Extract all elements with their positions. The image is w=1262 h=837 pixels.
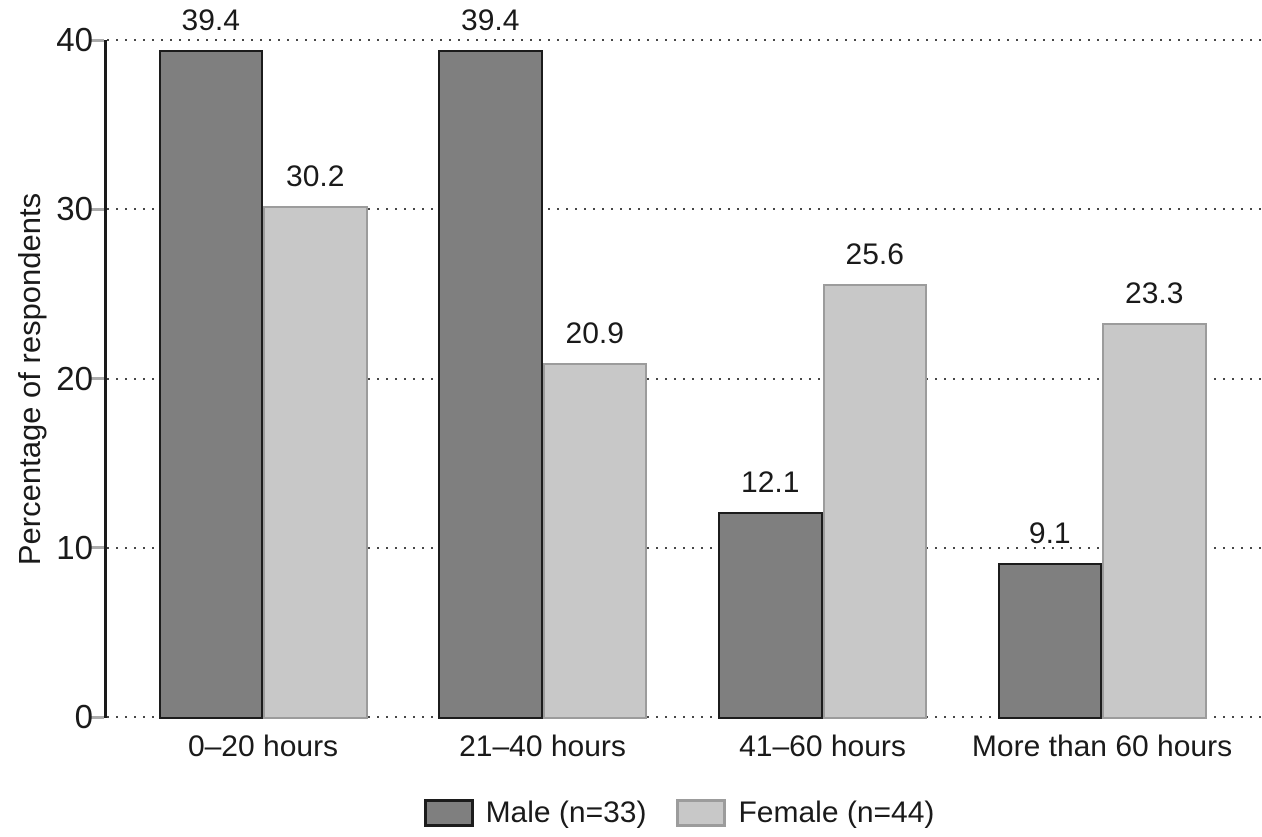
- bar-female: [1102, 322, 1207, 719]
- legend-swatch-female: [676, 799, 727, 827]
- x-category-label: 21–40 hours: [459, 730, 626, 763]
- bar-male: [438, 50, 543, 719]
- y-tick-mark: [91, 377, 104, 380]
- legend-item-male: Male (n=33): [423, 796, 647, 830]
- bar-male: [158, 50, 263, 719]
- y-axis-line: [104, 40, 107, 718]
- grid-line: [107, 716, 1262, 718]
- y-tick-label: 0: [74, 698, 93, 735]
- y-tick-label: 10: [56, 528, 93, 566]
- y-tick-label: 20: [56, 359, 93, 397]
- bar-value-label: 39.4: [461, 4, 520, 38]
- legend: Male (n=33) Female (n=44): [0, 796, 1262, 830]
- bar-value-label: 9.1: [1028, 516, 1071, 550]
- legend-label-female: Female (n=44): [738, 796, 935, 829]
- grid-line: [107, 39, 1262, 41]
- bar-male: [718, 512, 823, 719]
- y-tick-label: 40: [56, 21, 93, 58]
- grid-line: [107, 377, 1262, 380]
- legend-item-female: Female (n=44): [676, 796, 934, 830]
- y-tick-mark: [91, 38, 104, 42]
- x-category-label: More than 60 hours: [971, 730, 1233, 763]
- y-tick-mark: [91, 546, 104, 550]
- bar-value-label: 12.1: [741, 466, 800, 500]
- bar-value-label: 30.2: [286, 159, 345, 193]
- bar-female: [263, 205, 368, 719]
- bar-male: [997, 562, 1102, 719]
- y-tick-label: 30: [56, 190, 93, 228]
- grid-line: [107, 208, 1262, 211]
- legend-label-male: Male (n=33): [485, 796, 647, 829]
- bar-female: [542, 363, 647, 719]
- y-tick-mark: [91, 207, 104, 211]
- grid-line: [107, 546, 1262, 549]
- bar-female: [822, 283, 927, 719]
- bar-value-label: 20.9: [565, 317, 624, 351]
- bar-value-label: 25.6: [845, 237, 904, 271]
- bar-value-label: 23.3: [1125, 276, 1184, 310]
- x-category-label: 41–60 hours: [739, 730, 906, 763]
- x-category-label: 0–20 hours: [187, 730, 339, 763]
- legend-swatch-male: [423, 799, 474, 827]
- y-tick-mark: [91, 715, 104, 719]
- bar-value-label: 39.4: [181, 4, 240, 38]
